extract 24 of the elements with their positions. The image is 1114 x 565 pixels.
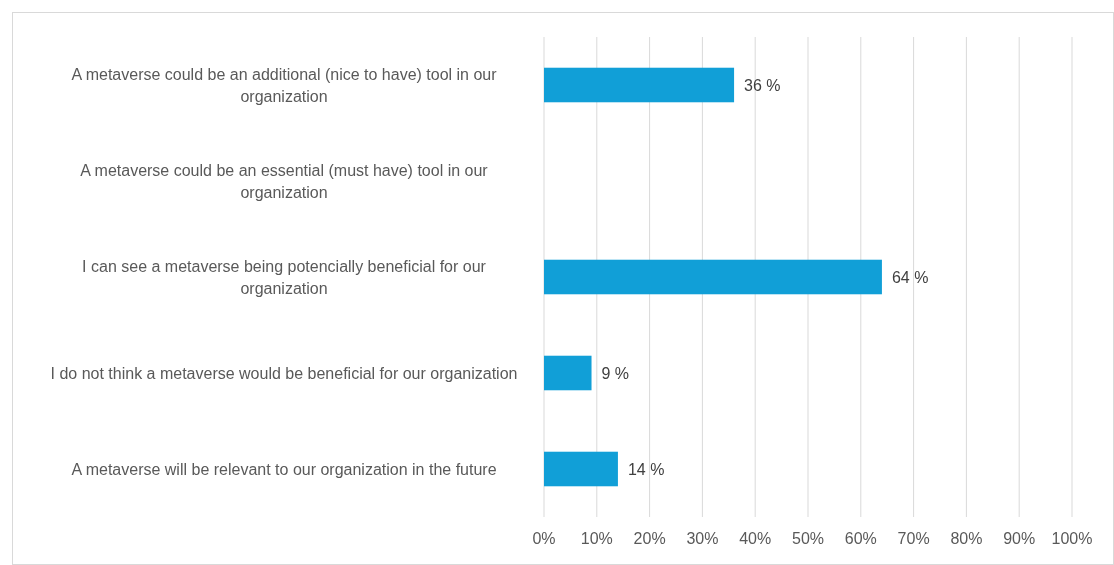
x-tick-label: 80% bbox=[950, 530, 983, 547]
bar bbox=[544, 355, 592, 391]
bar bbox=[544, 67, 735, 103]
x-tick-label: 70% bbox=[897, 530, 930, 547]
data-label: 9 % bbox=[601, 364, 630, 382]
x-tick-label: 10% bbox=[580, 530, 613, 547]
y-tick-label: A metaverse will be relevant to our organization in the future bbox=[71, 460, 497, 478]
x-tick-label: 0% bbox=[532, 530, 556, 547]
x-tick-label: 60% bbox=[844, 530, 877, 547]
x-tick-label: 100% bbox=[1051, 530, 1093, 547]
y-tick-label: A metaverse could be an additional (nice to have) tool in our organization bbox=[71, 65, 498, 105]
x-tick-label: 50% bbox=[791, 530, 825, 547]
x-tick-label: 90% bbox=[1003, 530, 1036, 547]
y-tick-label: A metaverse could be an essential (must have) tool in our organization bbox=[80, 161, 489, 201]
y-tick-label: I do not think a metaverse would be beneficial for our organization bbox=[50, 364, 518, 382]
bar bbox=[544, 451, 618, 487]
x-tick-label: 40% bbox=[739, 530, 772, 547]
bar bbox=[544, 259, 882, 295]
data-label: 64 % bbox=[891, 268, 929, 286]
data-label: 36 % bbox=[744, 76, 781, 94]
data-label: 14 % bbox=[627, 460, 665, 478]
x-tick-label: 20% bbox=[633, 530, 666, 547]
x-tick-label: 30% bbox=[686, 530, 719, 547]
y-tick-label: I can see a metaverse being potencially beneficial for our organization bbox=[82, 257, 487, 297]
